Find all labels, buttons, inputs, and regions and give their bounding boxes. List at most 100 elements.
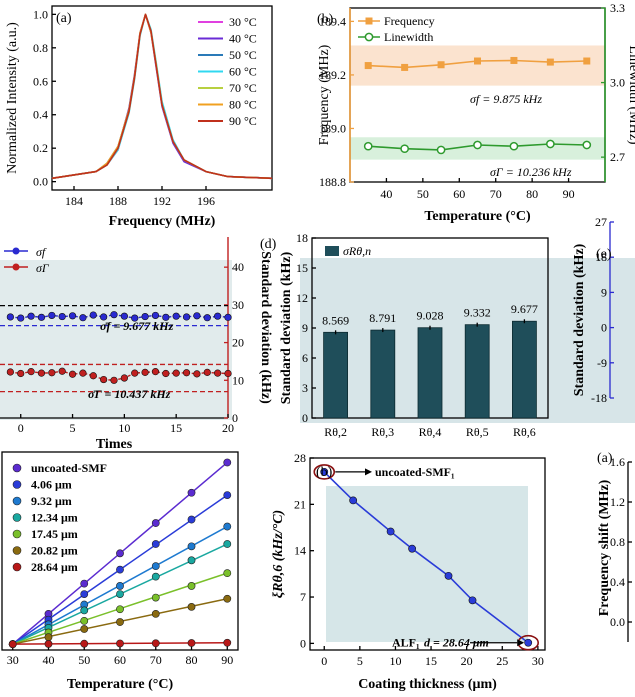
- panel-c-point: [214, 312, 222, 320]
- panel-c-point: [68, 312, 77, 320]
- panel-g-label: (a): [597, 451, 613, 466]
- panel-a-series-line: [51, 13, 273, 180]
- panel-f-xtick-label: 10: [389, 654, 401, 668]
- panel-f-xtick-label: 25: [496, 654, 508, 668]
- panel-d-ytick-label: 15: [296, 261, 308, 275]
- panel-f-xtick-label: 20: [461, 654, 473, 668]
- panel-c-series-line: [10, 313, 229, 319]
- panel-f-arrowhead: [365, 468, 372, 476]
- panel-g-ylabel: Frequency shift (MHz): [597, 479, 612, 616]
- panel-c-legend-marker: [12, 247, 20, 255]
- panel-a-legend-label: 30 °C: [229, 15, 257, 29]
- panel-c-point: [6, 313, 14, 321]
- panel-c-point: [120, 312, 128, 320]
- panel-b-legend-label: Linewidth: [384, 30, 433, 44]
- panel-a-xlabel: Frequency (MHz): [109, 214, 216, 229]
- panel-e2-xlabel: Temperature (°C): [67, 677, 174, 692]
- panel-d-legend-label: σRθ,n: [343, 244, 371, 258]
- panel-c-point: [141, 312, 149, 321]
- panel-c-xlabel: Times: [96, 437, 133, 452]
- panel-a-xtick-label: 192: [153, 194, 171, 208]
- panel-e2-legend-marker: [12, 562, 22, 572]
- panel-b-xlabel: Temperature (°C): [424, 209, 531, 224]
- panel-e2-point: [223, 638, 232, 647]
- panel-f-point: [468, 596, 477, 605]
- panel-d-ytick-label: 6: [302, 351, 308, 365]
- panel-e2-xtick-label: 70: [150, 653, 162, 667]
- panel-b-ytick-right-label: 3.3: [610, 1, 625, 15]
- panel-b-ylabel: Frequency (MHz): [317, 44, 332, 145]
- panel-e2-xtick-label: 30: [7, 653, 19, 667]
- panel-e2-point: [116, 639, 124, 648]
- panel-f-frame: [309, 457, 546, 651]
- panel-c-legend-label: σΓ: [36, 261, 50, 275]
- panel-e2-point: [151, 519, 160, 527]
- panel-e2-point: [151, 609, 160, 618]
- panel-c-point: [48, 369, 56, 377]
- panel-e-ytick-label: -9: [597, 356, 607, 370]
- panel-e2-point: [116, 590, 124, 598]
- panel-c-point: [17, 369, 25, 378]
- panel-e-ytick-label: 27: [595, 215, 607, 229]
- panel-e2-point: [223, 569, 232, 578]
- panel-b-frequency-band: [350, 45, 605, 86]
- panel-e2-point: [116, 565, 124, 574]
- panel-a-ylabel: Normalized Intensity (a.u.): [5, 22, 20, 174]
- panel-f-point: [524, 638, 533, 647]
- panel-f-point: [349, 496, 358, 505]
- panel-f-xlabel: Coating thickness (μm): [358, 677, 497, 692]
- panel-d-category-label: Rθ,2: [324, 425, 347, 439]
- panel-c-annotation: σ̄f = 9.677 kHz: [100, 319, 174, 333]
- panel-e2-point: [223, 491, 232, 499]
- panel-e2-legend-label: 20.82 μm: [31, 544, 78, 558]
- panel-d-bar: [323, 331, 349, 419]
- panel-e2-point: [187, 515, 196, 524]
- panel-e-ytick-label: -18: [591, 391, 607, 405]
- panel-e2-point: [80, 606, 89, 615]
- panel-e2-point: [116, 618, 124, 626]
- panel-c-point: [120, 374, 128, 382]
- panel-a-ytick-label: 0.8: [33, 41, 48, 55]
- panel-e2-xtick-label: 40: [42, 653, 54, 667]
- panel-f-highlight-ring: [313, 464, 336, 480]
- panel-f-point: [320, 468, 329, 476]
- panel-c-ytick-label: 20: [232, 336, 244, 350]
- panel-e2-point: [187, 556, 196, 565]
- panel-b-xtick-label: 60: [453, 187, 465, 201]
- panel-d-value-label: 9.028: [417, 309, 444, 323]
- panel-e2-legend-label: 4.06 μm: [31, 478, 72, 492]
- panel-c-point: [224, 313, 232, 321]
- panel-c-ytick-label: 40: [232, 260, 244, 274]
- panel-e2-point: [80, 639, 89, 648]
- panel-c-point: [100, 375, 108, 384]
- panel-e-ylabel: Standard deviation (kHz): [572, 243, 587, 396]
- panel-e2-legend-marker: [12, 463, 22, 473]
- panel-a-ytick-label: 1.0: [33, 7, 48, 21]
- panel-e2-legend-label: 9.32 μm: [31, 494, 72, 508]
- panel-b-annotation: σΓ = 10.236 kHz: [490, 165, 572, 179]
- panel-f-point: [444, 571, 453, 580]
- panel-b-xtick-label: 50: [417, 187, 429, 201]
- panel-e2-point: [151, 593, 160, 602]
- panel-c-xtick-label: 20: [222, 421, 234, 435]
- panel-c-point: [58, 312, 66, 321]
- panel-e2-point: [151, 639, 160, 648]
- panel-b-frequency-point: [546, 58, 554, 66]
- panel-b-frequency-point: [583, 57, 591, 65]
- panel-f-label: (b): [316, 465, 333, 480]
- panel-f-annotation: d = 28.64 μm: [424, 636, 489, 650]
- panel-e2-point: [151, 540, 160, 548]
- panel-e2-point: [80, 616, 89, 625]
- panel-b-label: (b): [317, 12, 334, 27]
- panel-b-linewidth-point: [509, 141, 519, 151]
- panel-e-ytick-label: 9: [601, 285, 607, 299]
- panel-f-xtick-label: 5: [357, 654, 363, 668]
- panel-g-ytick-label: 1.6: [610, 455, 625, 469]
- panel-d-ylabel: Standard deviation (kHz): [279, 251, 294, 404]
- panel-e2-point: [44, 640, 53, 648]
- panel-e2-point: [116, 605, 124, 614]
- panel-f-point: [386, 527, 395, 536]
- panel-f-ylabel: ξRθ,6 (kHz/°C): [271, 510, 286, 598]
- panel-e2-point: [187, 603, 196, 611]
